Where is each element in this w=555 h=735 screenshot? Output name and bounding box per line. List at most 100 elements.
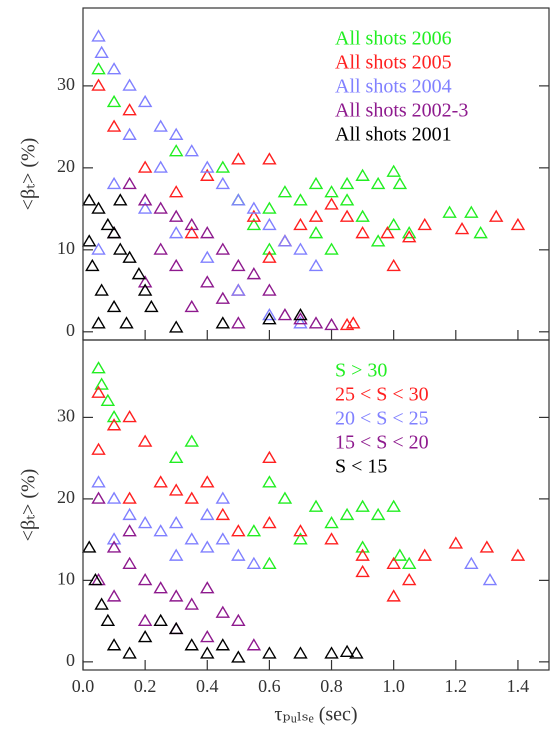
point bbox=[246, 524, 262, 537]
point bbox=[293, 532, 308, 545]
point bbox=[100, 613, 116, 627]
point bbox=[231, 524, 246, 537]
point bbox=[293, 242, 308, 255]
point bbox=[231, 152, 246, 165]
point bbox=[106, 540, 122, 553]
point bbox=[215, 291, 231, 304]
point bbox=[153, 581, 168, 594]
point bbox=[262, 250, 277, 263]
point bbox=[184, 217, 199, 231]
point bbox=[215, 491, 231, 504]
point bbox=[91, 491, 106, 504]
legend-entry: All shots 2006 bbox=[335, 28, 452, 50]
point bbox=[262, 217, 277, 231]
point bbox=[168, 144, 184, 157]
point bbox=[91, 29, 106, 42]
point bbox=[137, 572, 153, 586]
point bbox=[168, 209, 184, 222]
point bbox=[246, 201, 262, 214]
point bbox=[106, 491, 122, 504]
point bbox=[262, 515, 277, 529]
point bbox=[137, 434, 153, 447]
point bbox=[122, 491, 137, 504]
point bbox=[293, 217, 308, 231]
point bbox=[417, 217, 432, 231]
point bbox=[106, 589, 122, 602]
point bbox=[91, 78, 106, 91]
point bbox=[442, 205, 457, 218]
point bbox=[346, 316, 361, 329]
point bbox=[380, 226, 395, 239]
point bbox=[349, 646, 364, 659]
point bbox=[293, 646, 308, 659]
point bbox=[293, 524, 308, 537]
point bbox=[262, 152, 277, 165]
point bbox=[184, 638, 199, 651]
point bbox=[122, 507, 137, 521]
point bbox=[200, 581, 215, 594]
point bbox=[168, 320, 184, 333]
point bbox=[386, 258, 401, 272]
y-tick-label: 20 bbox=[57, 156, 75, 176]
point bbox=[122, 556, 137, 569]
point bbox=[106, 299, 122, 313]
point bbox=[119, 316, 134, 329]
point bbox=[308, 316, 324, 329]
axes-frame bbox=[82, 7, 550, 341]
point bbox=[293, 312, 308, 325]
point bbox=[200, 475, 215, 488]
point bbox=[215, 160, 231, 173]
point bbox=[153, 242, 168, 255]
point bbox=[231, 283, 246, 296]
point bbox=[94, 283, 109, 296]
point bbox=[262, 242, 277, 255]
point bbox=[324, 532, 339, 545]
axes-frame bbox=[82, 339, 550, 671]
x-axis-label: τₚᵤₗₛₑ (sec) bbox=[274, 704, 357, 726]
point bbox=[339, 644, 355, 657]
point bbox=[324, 197, 339, 210]
point bbox=[122, 250, 137, 263]
point bbox=[277, 185, 293, 198]
y-tick-label: 30 bbox=[57, 406, 75, 426]
point bbox=[122, 78, 137, 91]
point bbox=[231, 193, 246, 206]
plot-area bbox=[81, 29, 526, 333]
point bbox=[370, 507, 386, 521]
point bbox=[200, 275, 215, 288]
point bbox=[106, 62, 122, 75]
point bbox=[246, 556, 262, 569]
point bbox=[153, 160, 168, 173]
point bbox=[137, 201, 153, 214]
point bbox=[137, 613, 153, 627]
point bbox=[339, 507, 355, 521]
point bbox=[137, 275, 153, 288]
point bbox=[91, 201, 106, 214]
point bbox=[231, 548, 246, 561]
y-axis-label: <βₜ> (%) bbox=[18, 469, 40, 542]
point bbox=[113, 242, 128, 255]
point bbox=[308, 226, 324, 239]
point bbox=[81, 234, 97, 247]
point bbox=[510, 217, 526, 231]
point bbox=[454, 221, 470, 235]
point bbox=[355, 564, 370, 578]
point bbox=[200, 168, 215, 181]
point bbox=[231, 258, 246, 272]
point bbox=[262, 450, 277, 464]
point bbox=[293, 316, 308, 329]
point bbox=[510, 548, 526, 561]
point bbox=[94, 597, 109, 610]
y-tick-label: 0 bbox=[66, 320, 75, 340]
point bbox=[91, 316, 106, 329]
point bbox=[137, 283, 153, 296]
point bbox=[184, 491, 199, 504]
point bbox=[168, 548, 184, 561]
x-tick-label: 0.8 bbox=[320, 676, 343, 696]
point bbox=[184, 226, 199, 239]
y-axis-label: <βₜ> (%) bbox=[18, 138, 40, 211]
point bbox=[339, 209, 355, 222]
point bbox=[81, 540, 97, 553]
point bbox=[386, 164, 401, 177]
point bbox=[106, 226, 122, 239]
